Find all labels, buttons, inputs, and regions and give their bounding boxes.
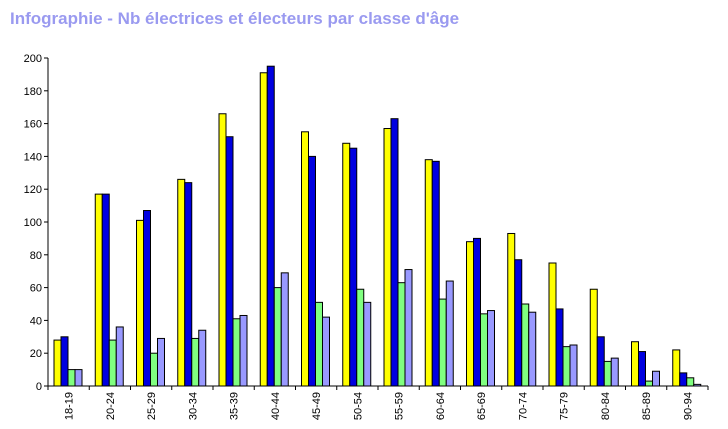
bar-50-54-series-1 <box>342 142 351 387</box>
bar-35-39-series-2 <box>225 136 234 387</box>
bar-75-79-series-1 <box>548 262 557 387</box>
bar-70-74-series-4 <box>528 311 537 387</box>
x-tick-label: 75-79 <box>559 392 571 420</box>
y-tick-label: 0 <box>36 381 42 393</box>
bar-18-19-series-1 <box>53 339 62 387</box>
x-tick-label: 65-69 <box>476 392 488 420</box>
bar-85-89-series-3 <box>645 380 653 387</box>
y-tick-label: 20 <box>30 348 42 360</box>
bar-25-29-series-1 <box>136 219 144 387</box>
y-tick-label: 160 <box>24 119 42 131</box>
bar-18-19-series-4 <box>74 369 83 387</box>
x-tick-label: 35-39 <box>229 392 241 420</box>
bar-20-24-series-1 <box>94 193 103 387</box>
bar-70-74-series-1 <box>507 232 516 387</box>
x-tick-label: 85-89 <box>641 392 653 420</box>
bar-75-79-series-4 <box>569 344 578 387</box>
y-tick-label: 180 <box>24 86 42 98</box>
bar-65-69-series-1 <box>466 241 474 387</box>
y-tick-label: 80 <box>30 250 42 262</box>
bar-50-54-series-3 <box>356 288 365 387</box>
x-tick-label: 30-34 <box>187 392 199 420</box>
bar-80-84-series-1 <box>589 288 598 387</box>
bars-layer <box>53 65 702 387</box>
y-tick-label: 40 <box>30 315 42 327</box>
bar-55-59-series-3 <box>397 282 406 387</box>
bar-55-59-series-4 <box>404 269 413 387</box>
bar-60-64-series-2 <box>431 160 440 387</box>
x-tick-label: 60-64 <box>435 392 447 420</box>
bar-45-49-series-1 <box>301 131 309 387</box>
bar-50-54-series-4 <box>363 301 372 387</box>
bar-90-94-series-1 <box>672 349 681 387</box>
bar-25-29-series-3 <box>150 352 158 387</box>
x-tick-label: 90-94 <box>682 392 694 420</box>
bar-50-54-series-2 <box>349 147 358 387</box>
bar-65-69-series-4 <box>487 310 495 387</box>
y-tick-label: 100 <box>24 217 42 229</box>
x-tick-label: 50-54 <box>352 392 364 420</box>
bar-25-29-series-2 <box>143 210 151 387</box>
x-tick-label: 40-44 <box>270 392 282 420</box>
bar-85-89-series-4 <box>652 370 660 387</box>
x-tick-label: 18-19 <box>64 392 76 420</box>
bar-18-19-series-3 <box>67 369 76 387</box>
ticks-layer: 0 20 40 60 80 100 120 140 160 180 200 18-19 20-24 25-… <box>24 53 709 420</box>
bar-60-64-series-4 <box>445 280 454 387</box>
bar-30-34-series-4 <box>198 329 207 387</box>
bar-55-59-series-1 <box>383 128 392 387</box>
bar-25-29-series-4 <box>157 337 165 387</box>
bar-90-94-series-2 <box>679 372 688 387</box>
bar-40-44-series-3 <box>273 287 282 387</box>
bar-80-84-series-3 <box>603 360 612 387</box>
bar-55-59-series-2 <box>390 118 399 387</box>
bar-30-34-series-3 <box>191 337 200 387</box>
bar-20-24-series-2 <box>101 193 110 387</box>
bar-65-69-series-3 <box>480 313 488 387</box>
bar-80-84-series-4 <box>610 357 619 387</box>
bar-80-84-series-2 <box>596 336 605 387</box>
bar-20-24-series-4 <box>115 326 124 387</box>
bar-20-24-series-3 <box>108 339 117 387</box>
bar-45-49-series-3 <box>315 301 323 387</box>
bar-70-74-series-3 <box>521 303 530 387</box>
y-tick-label: 60 <box>30 283 42 295</box>
bar-45-49-series-2 <box>308 155 316 387</box>
y-tick-label: 140 <box>24 151 42 163</box>
bar-90-94-series-3 <box>686 377 695 387</box>
bar-18-19-series-2 <box>60 336 69 387</box>
bar-75-79-series-3 <box>562 346 571 387</box>
y-tick-label: 120 <box>24 184 42 196</box>
bar-40-44-series-1 <box>259 72 268 387</box>
bar-85-89-series-1 <box>631 341 639 387</box>
chart-title: Infographie - Nb électrices et électeurs… <box>10 9 460 28</box>
bar-35-39-series-4 <box>239 314 248 387</box>
bar-60-64-series-3 <box>438 298 447 387</box>
x-tick-label: 55-59 <box>394 392 406 420</box>
bar-85-89-series-2 <box>638 351 646 387</box>
bar-35-39-series-1 <box>218 113 227 387</box>
bar-40-44-series-2 <box>266 65 275 387</box>
x-tick-label: 80-84 <box>600 392 612 420</box>
x-tick-label: 25-29 <box>146 392 158 420</box>
bar-40-44-series-4 <box>280 272 289 387</box>
x-tick-label: 70-74 <box>517 392 529 420</box>
x-tick-label: 45-49 <box>311 392 323 420</box>
bar-30-34-series-1 <box>177 178 186 387</box>
bar-35-39-series-3 <box>232 318 241 387</box>
bar-70-74-series-2 <box>514 259 523 387</box>
bar-65-69-series-2 <box>473 237 481 387</box>
bar-30-34-series-2 <box>184 182 193 387</box>
bar-75-79-series-2 <box>555 308 564 387</box>
bar-60-64-series-1 <box>424 159 433 387</box>
x-tick-label: 20-24 <box>105 392 117 420</box>
y-tick-label: 200 <box>24 53 42 65</box>
bar-45-49-series-4 <box>322 316 330 387</box>
